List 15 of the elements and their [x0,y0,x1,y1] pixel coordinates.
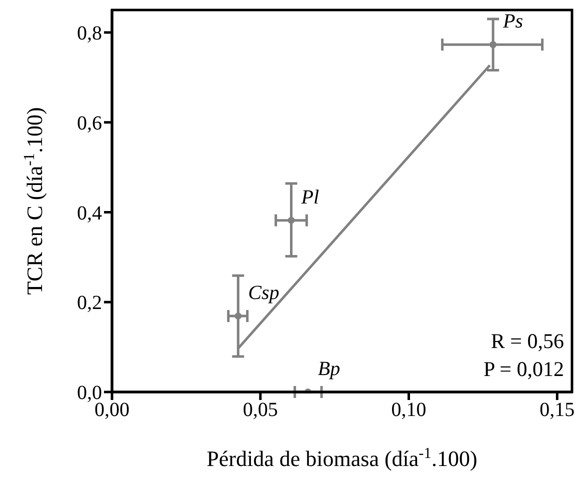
annotation: Csp [248,282,280,304]
annotation: Ps [502,10,524,33]
annotation: R = 0,56 [490,329,564,353]
x-tick-label: 0,15 [540,399,575,422]
annotation: P = 0,012 [484,357,564,381]
annotation: Pl [300,186,320,208]
x-tick-label: 0,10 [391,399,426,422]
y-tick-label: 0,4 [77,202,102,224]
x-tick-label: 0,00 [94,399,130,422]
x-tick-label: 0,05 [242,399,278,422]
y-tick-label: 0,8 [77,22,102,45]
y-tick-label: 0,6 [77,112,102,134]
y-tick-label: 0,2 [77,292,102,314]
annotation: Bp [318,358,340,380]
x-axis-title: Pérdida de biomasa (día$^{-1}$.100) [206,444,478,471]
